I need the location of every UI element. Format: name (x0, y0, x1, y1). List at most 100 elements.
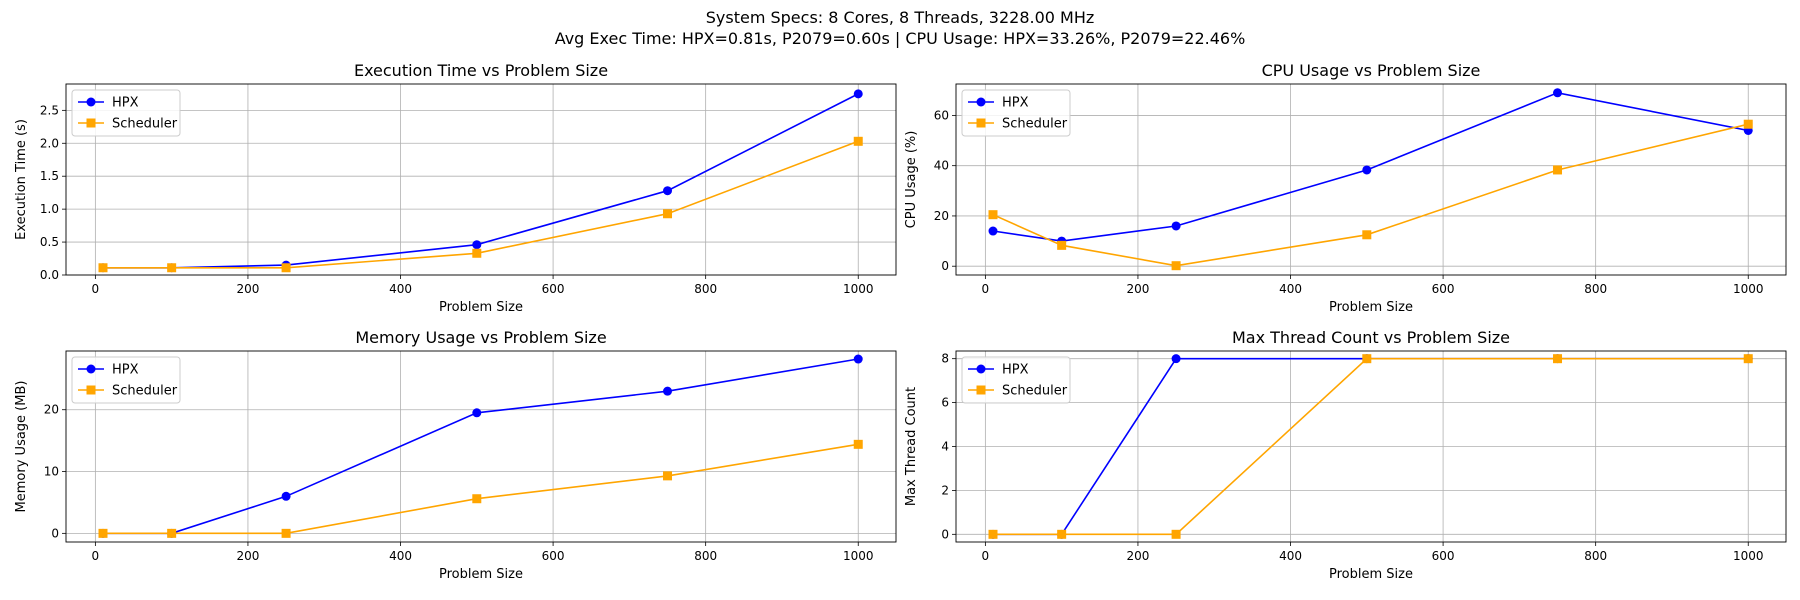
x-tick-label: 400 (1279, 549, 1302, 563)
data-point-scheduler (98, 263, 108, 273)
chart-title: Memory Usage vs Problem Size (355, 328, 606, 347)
data-point-hpx (1171, 221, 1181, 231)
x-tick-label: 0 (982, 549, 990, 563)
legend-label-scheduler: Scheduler (112, 384, 178, 399)
x-tick-label: 600 (542, 549, 565, 563)
legend-marker-scheduler (86, 385, 96, 395)
data-point-scheduler (1743, 119, 1753, 129)
legend-label-scheduler: Scheduler (112, 117, 178, 132)
x-tick-label: 600 (542, 282, 565, 296)
chart-panel-3: 0 200 400 600 800 1000 0 10 20 Memory Usage vs Pr… (14, 328, 897, 582)
x-tick-label: 0 (982, 282, 990, 296)
data-point-hpx (1362, 165, 1372, 175)
legend-label-scheduler: Scheduler (1002, 117, 1068, 132)
axes-frame (955, 83, 1787, 276)
x-tick-label: 1000 (843, 282, 874, 296)
data-point-scheduler (988, 529, 998, 539)
y-tick-label: 0 (941, 259, 949, 273)
legend-marker-hpx (976, 97, 986, 107)
y-tick-label: 8 (941, 352, 949, 366)
data-point-scheduler (167, 263, 177, 273)
y-tick-label: 2.0 (40, 136, 59, 150)
x-tick-label: 0 (92, 282, 100, 296)
data-point-scheduler (1362, 354, 1372, 364)
y-tick-label: 4 (941, 440, 949, 454)
x-tick-label: 800 (694, 549, 717, 563)
data-point-scheduler (472, 494, 482, 504)
x-axis-label: Problem Size (1329, 300, 1413, 315)
series-line-scheduler (103, 140, 859, 269)
data-point-hpx (663, 186, 673, 196)
data-point-scheduler (281, 528, 291, 538)
legend-marker-hpx (86, 364, 96, 374)
y-tick-label: 2 (941, 483, 949, 497)
y-axis-label: Execution Time (s) (14, 119, 29, 240)
data-point-scheduler (98, 528, 108, 538)
data-point-scheduler (1057, 529, 1067, 539)
data-point-hpx (853, 354, 863, 364)
y-axis-label: Memory Usage (MB) (14, 381, 29, 513)
data-point-hpx (472, 408, 482, 418)
chart-title: Max Thread Count vs Problem Size (1232, 328, 1510, 347)
legend: HPX Scheduler (961, 356, 1071, 404)
data-point-hpx (853, 89, 863, 99)
x-tick-label: 200 (1126, 282, 1149, 296)
x-tick-label: 200 (236, 282, 259, 296)
legend-label-hpx: HPX (112, 363, 139, 378)
x-tick-label: 600 (1432, 282, 1455, 296)
y-tick-label: 10 (44, 465, 59, 479)
x-tick-label: 400 (389, 549, 412, 563)
y-tick-label: 1.0 (40, 202, 59, 216)
y-tick-label: 60 (934, 108, 949, 122)
data-point-scheduler (167, 528, 177, 538)
legend-marker-scheduler (976, 385, 986, 395)
data-point-hpx (1553, 88, 1563, 98)
x-tick-label: 200 (236, 549, 259, 563)
y-axis-label: Max Thread Count (904, 387, 919, 506)
axes-frame (65, 83, 897, 276)
figure-suptitle-line1: System Specs: 8 Cores, 8 Threads, 3228.0… (705, 8, 1095, 27)
data-point-scheduler (1553, 165, 1563, 175)
data-point-scheduler (1743, 354, 1753, 364)
legend-marker-scheduler (86, 118, 96, 128)
y-tick-label: 40 (934, 159, 949, 173)
x-tick-label: 1000 (843, 549, 874, 563)
x-tick-label: 1000 (1733, 549, 1764, 563)
data-point-scheduler (472, 248, 482, 258)
chart-title: Execution Time vs Problem Size (354, 61, 608, 80)
data-point-scheduler (1362, 230, 1372, 240)
x-tick-label: 400 (389, 282, 412, 296)
x-tick-label: 200 (1126, 549, 1149, 563)
y-tick-label: 0 (51, 526, 59, 540)
data-point-scheduler (663, 209, 673, 219)
legend: HPX Scheduler (71, 89, 181, 137)
data-point-scheduler (988, 210, 998, 220)
y-tick-label: 0 (941, 527, 949, 541)
data-point-hpx (663, 386, 673, 396)
y-tick-label: 6 (941, 396, 949, 410)
data-point-scheduler (1553, 354, 1563, 364)
x-tick-label: 0 (92, 549, 100, 563)
y-tick-label: 0.0 (40, 268, 59, 282)
figure-suptitle-line2: Avg Exec Time: HPX=0.81s, P2079=0.60s | … (554, 29, 1246, 48)
series-line-scheduler (103, 443, 859, 535)
data-point-hpx (281, 491, 291, 501)
legend-label-hpx: HPX (1002, 363, 1029, 378)
chart-panel-2: 0 200 400 600 800 1000 0 20 40 60 CPU Usage vs Pro… (904, 61, 1787, 315)
legend-marker-hpx (86, 97, 96, 107)
y-tick-label: 0.5 (40, 235, 59, 249)
y-tick-label: 1.5 (40, 169, 59, 183)
y-tick-label: 2.5 (40, 103, 59, 117)
x-tick-label: 800 (1584, 282, 1607, 296)
data-point-scheduler (1171, 261, 1181, 271)
data-point-scheduler (853, 439, 863, 449)
data-point-hpx (1171, 354, 1181, 364)
y-tick-label: 20 (44, 403, 59, 417)
x-tick-label: 800 (694, 282, 717, 296)
data-point-scheduler (853, 136, 863, 146)
data-point-hpx (988, 226, 998, 236)
legend: HPX Scheduler (71, 356, 181, 404)
x-axis-label: Problem Size (439, 567, 523, 582)
